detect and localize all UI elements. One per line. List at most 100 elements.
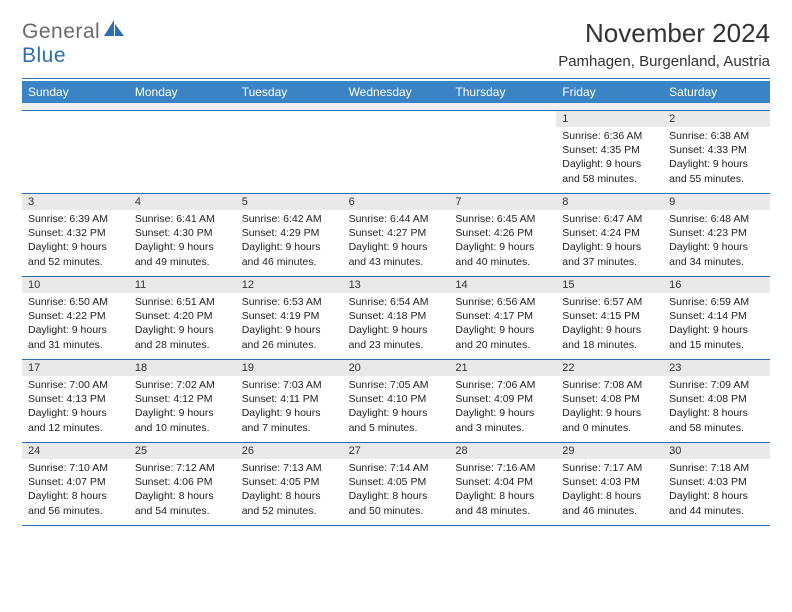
daylight-line: Daylight: 9 hours and 12 minutes. (28, 406, 123, 434)
daylight-line: Daylight: 9 hours and 3 minutes. (455, 406, 550, 434)
month-title: November 2024 (558, 18, 770, 49)
day-number: 20 (343, 360, 450, 376)
sunset-line: Sunset: 4:07 PM (28, 475, 123, 489)
calendar-row: 10Sunrise: 6:50 AMSunset: 4:22 PMDayligh… (22, 277, 770, 360)
day-details: Sunrise: 7:16 AMSunset: 4:04 PMDaylight:… (449, 459, 556, 522)
sunrise-line: Sunrise: 6:51 AM (135, 295, 230, 309)
sunrise-line: Sunrise: 7:06 AM (455, 378, 550, 392)
sunrise-line: Sunrise: 6:39 AM (28, 212, 123, 226)
day-number: 25 (129, 443, 236, 459)
sunrise-line: Sunrise: 7:02 AM (135, 378, 230, 392)
calendar-page: General Blue November 2024 Pamhagen, Bur… (0, 0, 792, 536)
day-details: Sunrise: 6:51 AMSunset: 4:20 PMDaylight:… (129, 293, 236, 356)
calendar-row: 24Sunrise: 7:10 AMSunset: 4:07 PMDayligh… (22, 443, 770, 526)
daylight-line: Daylight: 8 hours and 44 minutes. (669, 489, 764, 517)
top-rule (22, 78, 770, 79)
calendar-cell: 13Sunrise: 6:54 AMSunset: 4:18 PMDayligh… (343, 277, 450, 359)
sunset-line: Sunset: 4:13 PM (28, 392, 123, 406)
calendar-cell: 10Sunrise: 6:50 AMSunset: 4:22 PMDayligh… (22, 277, 129, 359)
day-number: 3 (22, 194, 129, 210)
sunset-line: Sunset: 4:08 PM (562, 392, 657, 406)
calendar-cell: 12 Sunrise: 6:53 AMSunset: 4:19 PMDayligh… (236, 277, 343, 359)
sunrise-line: Sunrise: 6:53 AM (242, 295, 337, 309)
day-number: 4 (129, 194, 236, 210)
day-details: Sunrise: 7:09 AMSunset: 4:08 PMDaylight:… (663, 376, 770, 439)
sunset-line: Sunset: 4:14 PM (669, 309, 764, 323)
sunset-line: Sunset: 4:03 PM (562, 475, 657, 489)
daylight-line: Daylight: 9 hours and 10 minutes. (135, 406, 230, 434)
sunrise-line: Sunrise: 7:05 AM (349, 378, 444, 392)
sunrise-line: Sunrise: 7:14 AM (349, 461, 444, 475)
calendar-row: 3 Sunrise: 6:39 AMSunset: 4:32 PM Daylight… (22, 194, 770, 277)
sunset-line: Sunset: 4:32 PM (28, 226, 123, 240)
day-details: Sunrise: 6:42 AMSunset: 4:29 PMDaylight:… (236, 210, 343, 273)
title-block: November 2024 Pamhagen, Burgenland, Aust… (558, 18, 770, 70)
calendar: SundayMondayTuesdayWednesdayThursdayFrid… (22, 81, 770, 526)
calendar-cell: 5Sunrise: 6:42 AMSunset: 4:29 PMDaylight… (236, 194, 343, 276)
day-number: 12 (236, 277, 343, 293)
calendar-cell: 4Sunrise: 6:41 AMSunset: 4:30 PMDaylight… (129, 194, 236, 276)
day-details: Sunrise: 6:38 AMSunset: 4:33 PMDaylight:… (663, 127, 770, 190)
sunset-line: Sunset: 4:33 PM (669, 143, 764, 157)
daylight-line: Daylight: 9 hours and 46 minutes. (242, 240, 337, 268)
sunrise-line: Sunrise: 7:08 AM (562, 378, 657, 392)
sunrise-line: Sunrise: 6:42 AM (242, 212, 337, 226)
calendar-cell: 3Sunrise: 6:39 AMSunset: 4:32 PMDaylight… (22, 194, 129, 276)
day-details: Sunrise: 7:10 AMSunset: 4:07 PMDaylight:… (22, 459, 129, 522)
calendar-cell: 23Sunrise: 7:09 AMSunset: 4:08 PMDayligh… (663, 360, 770, 442)
day-details: Sunrise: 6:41 AMSunset: 4:30 PMDaylight:… (129, 210, 236, 273)
sunset-line: Sunset: 4:29 PM (242, 226, 337, 240)
daylight-line: Daylight: 8 hours and 48 minutes. (455, 489, 550, 517)
daylight-line: Daylight: 8 hours and 56 minutes. (28, 489, 123, 517)
sunrise-line: Sunrise: 6:47 AM (562, 212, 657, 226)
day-number: 7 (449, 194, 556, 210)
logo: General Blue (22, 18, 126, 68)
calendar-row: .....1Sunrise: 6:36 AMSunset: 4:35 PMDay… (22, 111, 770, 194)
calendar-row: 17Sunrise: 7:00 AMSunset: 4:13 PMDayligh… (22, 360, 770, 443)
calendar-cell: 19Sunrise: 7:03 AMSunset: 4:11 PMDayligh… (236, 360, 343, 442)
day-number: 5 (236, 194, 343, 210)
sunrise-line: Sunrise: 7:12 AM (135, 461, 230, 475)
day-header: Sunday (22, 81, 129, 103)
day-details: Sunrise: 7:17 AMSunset: 4:03 PMDaylight:… (556, 459, 663, 522)
day-number: 13 (343, 277, 450, 293)
day-details: Sunrise: 6:45 AMSunset: 4:26 PMDaylight:… (449, 210, 556, 273)
sunrise-line: Sunrise: 6:54 AM (349, 295, 444, 309)
calendar-cell: . (129, 111, 236, 193)
sunset-line: Sunset: 4:12 PM (135, 392, 230, 406)
day-details: Sunrise: 6:54 AMSunset: 4:18 PMDaylight:… (343, 293, 450, 356)
daylight-line: Daylight: 9 hours and 26 minutes. (242, 323, 337, 351)
sunrise-line: Sunrise: 6:57 AM (562, 295, 657, 309)
calendar-cell: 9Sunrise: 6:48 AMSunset: 4:23 PMDaylight… (663, 194, 770, 276)
calendar-cell: . (343, 111, 450, 193)
calendar-cell: 26Sunrise: 7:13 AMSunset: 4:05 PMDayligh… (236, 443, 343, 525)
calendar-cell: 30Sunrise: 7:18 AMSunset: 4:03 PMDayligh… (663, 443, 770, 525)
daylight-line: Daylight: 8 hours and 50 minutes. (349, 489, 444, 517)
day-details: Sunrise: 6:56 AMSunset: 4:17 PMDaylight:… (449, 293, 556, 356)
calendar-cell: 18Sunrise: 7:02 AMSunset: 4:12 PMDayligh… (129, 360, 236, 442)
sunset-line: Sunset: 4:05 PM (242, 475, 337, 489)
calendar-cell: 14Sunrise: 6:56 AMSunset: 4:17 PMDayligh… (449, 277, 556, 359)
sunset-line: Sunset: 4:23 PM (669, 226, 764, 240)
sunset-line: Sunset: 4:26 PM (455, 226, 550, 240)
calendar-header-row: SundayMondayTuesdayWednesdayThursdayFrid… (22, 81, 770, 103)
daylight-line: Daylight: 9 hours and 43 minutes. (349, 240, 444, 268)
calendar-body: .....1Sunrise: 6:36 AMSunset: 4:35 PMDay… (22, 111, 770, 526)
logo-sail-icon (102, 18, 126, 38)
sunset-line: Sunset: 4:06 PM (135, 475, 230, 489)
day-details: Sunrise: 7:02 AMSunset: 4:12 PMDaylight:… (129, 376, 236, 439)
day-header: Monday (129, 81, 236, 103)
sunrise-line: Sunrise: 7:03 AM (242, 378, 337, 392)
sunset-line: Sunset: 4:19 PM (242, 309, 337, 323)
daylight-line: Daylight: 9 hours and 49 minutes. (135, 240, 230, 268)
sunset-line: Sunset: 4:20 PM (135, 309, 230, 323)
day-details: Sunrise: 7:06 AMSunset: 4:09 PMDaylight:… (449, 376, 556, 439)
day-details: Sunrise: 6:48 AMSunset: 4:23 PMDaylight:… (663, 210, 770, 273)
calendar-cell: 17Sunrise: 7:00 AMSunset: 4:13 PMDayligh… (22, 360, 129, 442)
daylight-line: Daylight: 8 hours and 54 minutes. (135, 489, 230, 517)
day-details: Sunrise: 7:14 AMSunset: 4:05 PMDaylight:… (343, 459, 450, 522)
sunset-line: Sunset: 4:10 PM (349, 392, 444, 406)
daylight-line: Daylight: 8 hours and 52 minutes. (242, 489, 337, 517)
sunrise-line: Sunrise: 7:18 AM (669, 461, 764, 475)
day-number: 10 (22, 277, 129, 293)
